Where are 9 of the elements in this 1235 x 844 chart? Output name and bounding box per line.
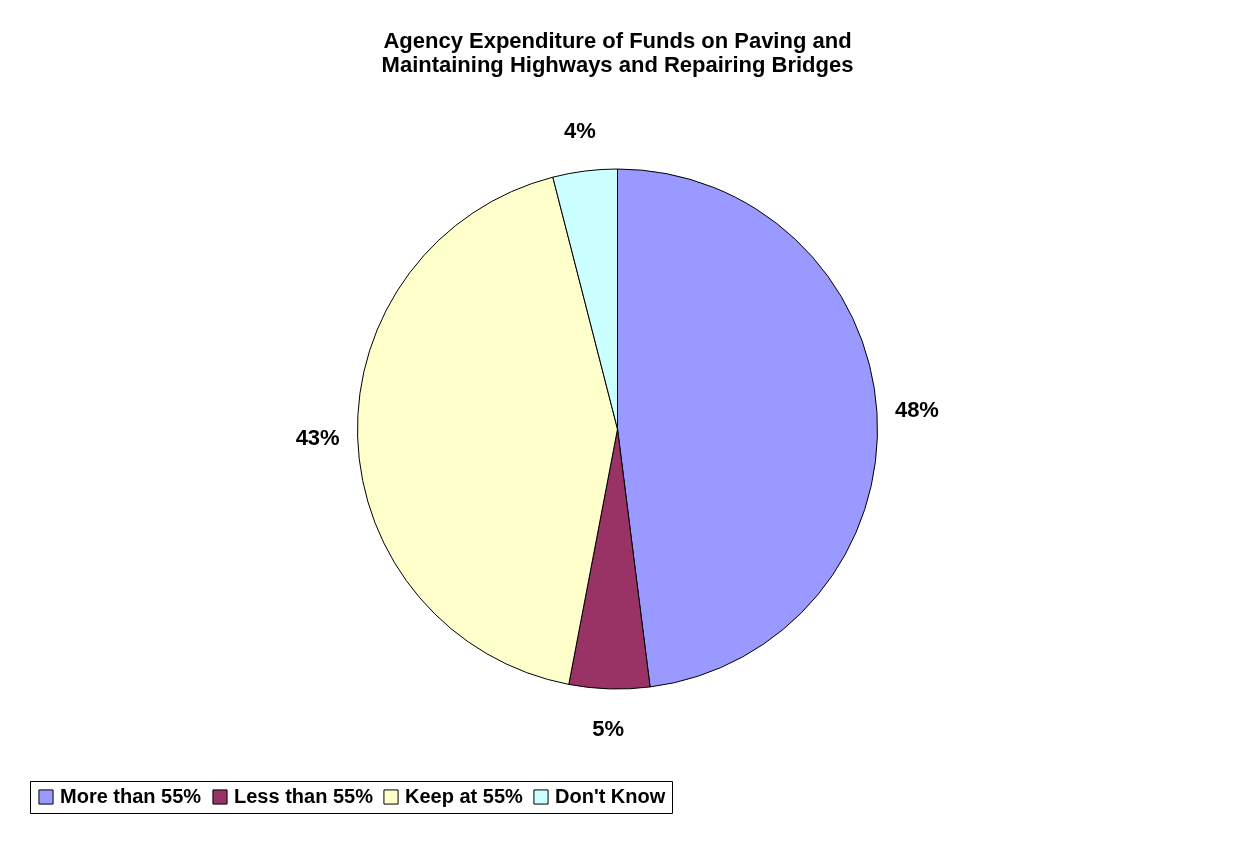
legend-label: Don't Know: [555, 785, 666, 807]
data-label: 43%: [295, 425, 340, 451]
legend-label: More than 55%: [60, 785, 202, 807]
legend-label: Less than 55%: [234, 785, 374, 807]
data-label: 48%: [894, 397, 939, 423]
chart-title: Agency Expenditure of Funds on Paving and Maintaining Highways and Repairing Bridges: [381, 28, 854, 77]
legend-label: Keep at 55%: [405, 785, 524, 807]
data-label: 4%: [564, 118, 596, 144]
data-label: 5%: [592, 715, 624, 741]
